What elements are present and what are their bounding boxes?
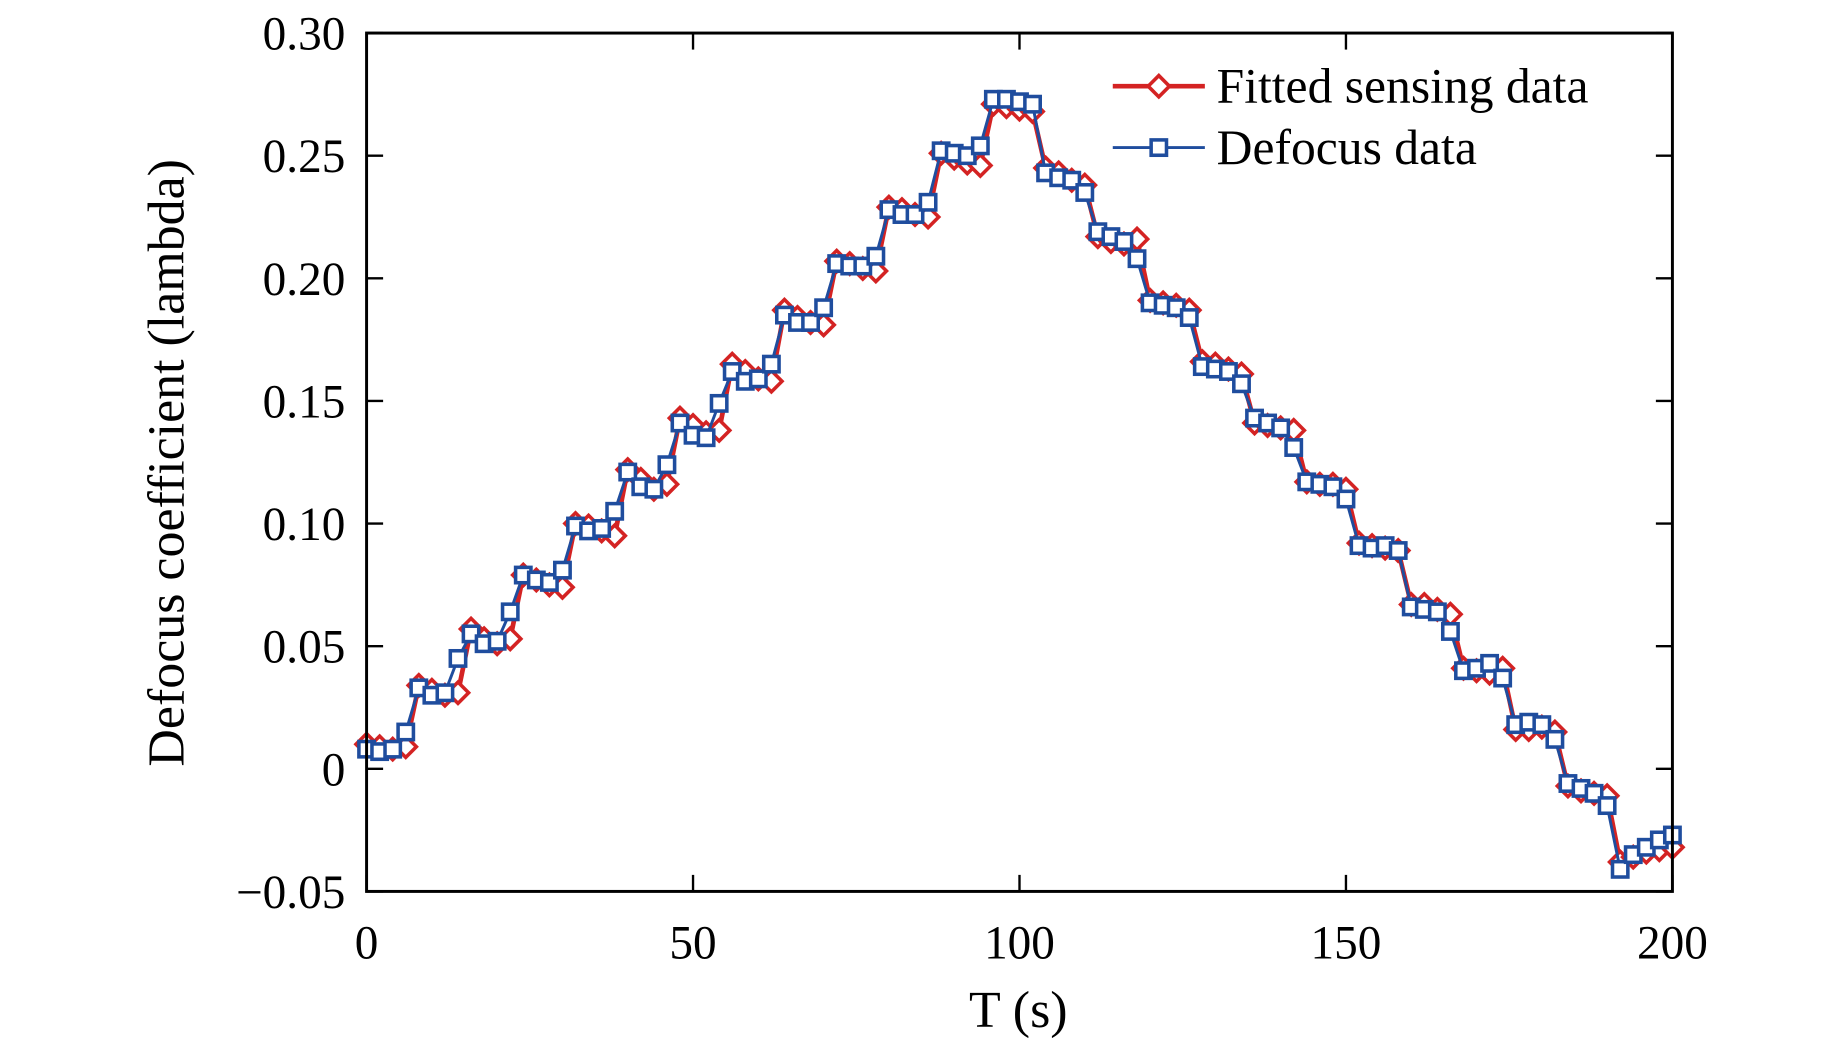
- data-point: [1493, 668, 1513, 688]
- series-line: [366, 101, 1673, 866]
- series-line: [366, 97, 1673, 873]
- y-axis-label: Defocus coefficient (lambda): [139, 159, 196, 767]
- data-point: [1114, 232, 1134, 251]
- x-axis-label: T (s): [969, 982, 1068, 1039]
- data-point: [448, 648, 468, 668]
- data-point: [1388, 541, 1408, 560]
- data-point: [1127, 249, 1147, 269]
- y-tick-label: 0.30: [263, 9, 346, 61]
- data-point: [1179, 308, 1199, 327]
- data-point: [487, 631, 507, 651]
- y-tick-label: 0.15: [263, 376, 346, 428]
- x-tick-label: 50: [669, 918, 716, 970]
- data-point: [814, 298, 834, 318]
- data-point: [618, 462, 638, 482]
- data-point: [396, 722, 416, 742]
- data-point: [435, 683, 455, 703]
- data-point: [1440, 622, 1460, 641]
- data-point: [644, 479, 664, 499]
- data-point: [970, 136, 990, 156]
- plot-frame: [365, 31, 1674, 893]
- data-point: [1610, 859, 1630, 879]
- data-point: [748, 369, 768, 389]
- y-tick-label: 0.25: [263, 131, 346, 183]
- data-point: [1336, 489, 1356, 509]
- data-point: [1284, 438, 1304, 457]
- data-point: [801, 313, 821, 332]
- legend-label: Fitted sensing data: [1217, 59, 1589, 114]
- data-point: [1232, 374, 1251, 394]
- data-point: [592, 519, 612, 538]
- legend-marker: [1149, 138, 1169, 158]
- x-tick-label: 200: [1637, 918, 1708, 970]
- data-point: [866, 246, 886, 266]
- x-tick-label: 0: [355, 918, 379, 970]
- data-point: [1075, 183, 1095, 202]
- legend-label: Defocus data: [1217, 120, 1477, 175]
- data-point: [1545, 729, 1565, 749]
- data-point: [1597, 796, 1617, 816]
- data-point: [657, 455, 677, 475]
- y-tick-label: 0: [322, 744, 346, 796]
- x-tick-label: 100: [984, 918, 1055, 970]
- data-point: [553, 560, 572, 580]
- data-point: [1480, 653, 1500, 673]
- data-point: [605, 501, 625, 521]
- data-point: [1427, 602, 1447, 622]
- x-tick-label: 150: [1311, 918, 1382, 970]
- data-point: [500, 602, 520, 622]
- data-point: [761, 354, 781, 374]
- y-tick-label: 0.20: [263, 254, 346, 306]
- y-tick-label: 0.10: [263, 499, 346, 551]
- data-point: [696, 428, 716, 448]
- data-point: [918, 192, 938, 212]
- data-point: [383, 739, 403, 759]
- legend-marker: [1145, 73, 1172, 100]
- y-tick-label: 0.05: [263, 622, 346, 674]
- y-tick-label: −0.05: [236, 867, 345, 919]
- data-point: [1532, 715, 1552, 735]
- data-point: [1023, 94, 1043, 114]
- data-point: [1271, 418, 1291, 438]
- data-point: [709, 393, 729, 413]
